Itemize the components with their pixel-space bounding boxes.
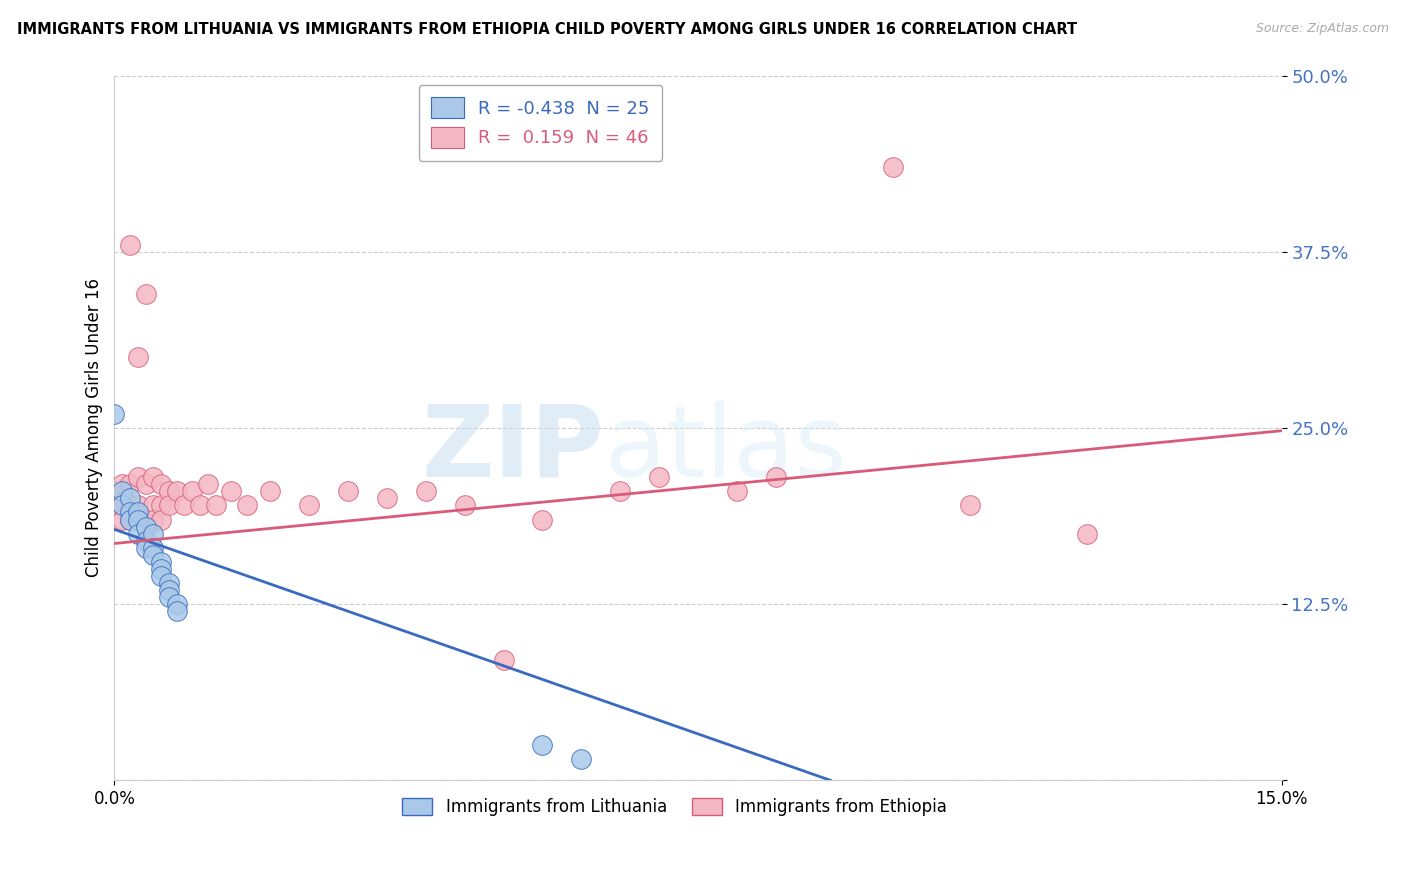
Point [142, 470, 165, 484]
Point [127, 499, 149, 513]
Point [142, 512, 165, 526]
Y-axis label: Child Poverty Among Girls Under 16: Child Poverty Among Girls Under 16 [86, 278, 103, 577]
Point [648, 470, 671, 484]
Point [127, 526, 149, 541]
Point [166, 484, 188, 499]
Point [111, 484, 134, 499]
Point [150, 569, 173, 583]
Point [135, 533, 157, 548]
Point [166, 604, 188, 618]
Point [569, 752, 592, 766]
Point [336, 484, 359, 499]
Point [1076, 526, 1098, 541]
Point [188, 499, 211, 513]
Text: ZIP: ZIP [422, 401, 605, 498]
Point [181, 484, 204, 499]
Point [219, 484, 242, 499]
Point [492, 653, 515, 667]
Point [725, 484, 748, 499]
Point [415, 484, 437, 499]
Point [111, 512, 134, 526]
Point [235, 499, 257, 513]
Point [142, 499, 165, 513]
Text: atlas: atlas [605, 401, 846, 498]
Point [135, 512, 157, 526]
Point [375, 491, 398, 506]
Point [765, 470, 787, 484]
Point [298, 499, 321, 513]
Point [173, 499, 195, 513]
Point [150, 499, 173, 513]
Point [103, 499, 125, 513]
Point [157, 576, 180, 591]
Point [118, 491, 141, 506]
Point [111, 499, 134, 513]
Point [127, 470, 149, 484]
Point [142, 541, 165, 555]
Point [111, 499, 134, 513]
Point [118, 477, 141, 491]
Point [150, 555, 173, 569]
Point [453, 499, 475, 513]
Point [142, 548, 165, 562]
Legend: Immigrants from Lithuania, Immigrants from Ethiopia: Immigrants from Lithuania, Immigrants fr… [394, 790, 956, 825]
Point [135, 541, 157, 555]
Point [103, 484, 125, 499]
Point [531, 738, 554, 752]
Point [259, 484, 281, 499]
Point [135, 287, 157, 301]
Point [118, 237, 141, 252]
Point [531, 512, 554, 526]
Point [127, 351, 149, 365]
Point [157, 484, 180, 499]
Text: Source: ZipAtlas.com: Source: ZipAtlas.com [1256, 22, 1389, 36]
Point [142, 526, 165, 541]
Point [111, 477, 134, 491]
Point [118, 506, 141, 520]
Point [127, 506, 149, 520]
Point [197, 477, 219, 491]
Point [135, 519, 157, 533]
Point [157, 590, 180, 604]
Point [118, 499, 141, 513]
Point [157, 499, 180, 513]
Point [150, 512, 173, 526]
Point [959, 499, 981, 513]
Point [127, 512, 149, 526]
Point [166, 597, 188, 611]
Point [157, 582, 180, 597]
Point [204, 499, 226, 513]
Point [150, 562, 173, 576]
Point [118, 512, 141, 526]
Point [882, 160, 904, 174]
Text: IMMIGRANTS FROM LITHUANIA VS IMMIGRANTS FROM ETHIOPIA CHILD POVERTY AMONG GIRLS : IMMIGRANTS FROM LITHUANIA VS IMMIGRANTS … [17, 22, 1077, 37]
Point [118, 512, 141, 526]
Point [135, 477, 157, 491]
Point [150, 477, 173, 491]
Point [609, 484, 631, 499]
Point [103, 407, 125, 421]
